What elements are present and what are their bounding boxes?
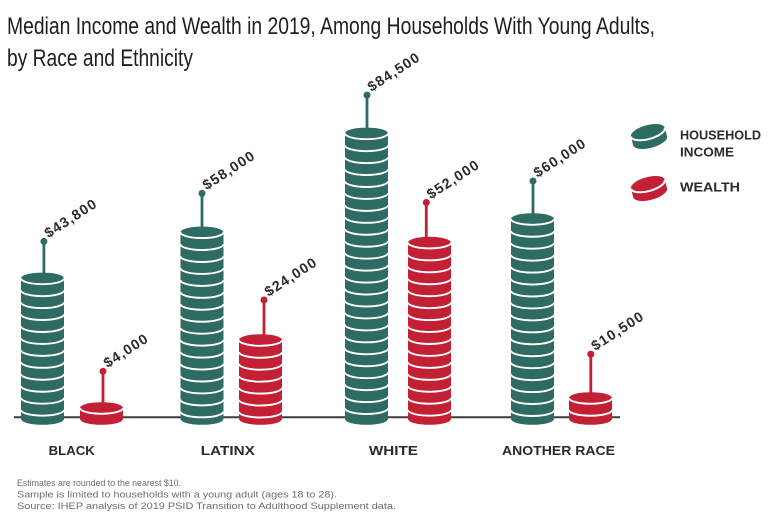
svg-text:Source: IHEP analysis of 2019: Source: IHEP analysis of 2019 PSID Trans… <box>17 501 396 512</box>
svg-text:Median Income and Wealth in 20: Median Income and Wealth in 2019, Among … <box>7 13 655 40</box>
svg-text:HOUSEHOLD: HOUSEHOLD <box>680 128 761 143</box>
svg-text:$24,000: $24,000 <box>262 254 321 300</box>
svg-text:ANOTHER RACE: ANOTHER RACE <box>502 443 615 458</box>
svg-text:$84,500: $84,500 <box>365 50 424 96</box>
svg-text:by Race and Ethnicity: by Race and Ethnicity <box>7 45 193 72</box>
svg-text:$43,800: $43,800 <box>42 196 101 242</box>
svg-text:BLACK: BLACK <box>49 443 96 458</box>
svg-text:WEALTH: WEALTH <box>680 180 740 195</box>
svg-text:INCOME: INCOME <box>680 145 734 160</box>
svg-text:Estimates are rounded to the n: Estimates are rounded to the nearest $10… <box>17 478 181 489</box>
svg-text:$4,000: $4,000 <box>101 331 152 372</box>
svg-text:WHITE: WHITE <box>369 443 418 458</box>
svg-text:$52,000: $52,000 <box>424 157 483 203</box>
svg-text:$60,000: $60,000 <box>531 135 590 181</box>
svg-text:Sample is limited to household: Sample is limited to households with a y… <box>17 490 337 501</box>
svg-text:$10,500: $10,500 <box>589 309 648 355</box>
svg-text:$58,000: $58,000 <box>200 148 259 194</box>
svg-text:LATINX: LATINX <box>201 443 255 458</box>
